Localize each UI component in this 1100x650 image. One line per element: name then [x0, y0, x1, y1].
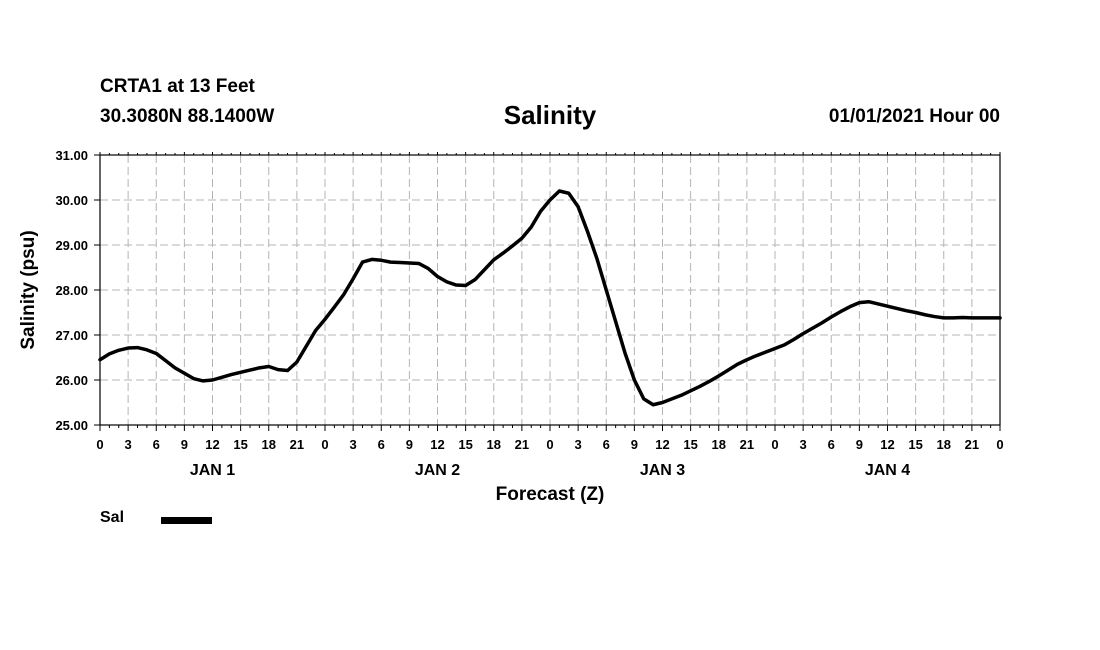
legend-swatch — [161, 517, 212, 524]
station-coordinates: 30.3080N 88.1400W — [100, 106, 275, 127]
legend-label: Sal — [100, 509, 125, 526]
day-label: JAN 1 — [190, 462, 235, 479]
x-tick-label: 6 — [378, 437, 385, 452]
y-tick-label: 30.00 — [55, 193, 88, 208]
x-tick-label: 3 — [350, 437, 357, 452]
x-tick-label: 15 — [908, 437, 922, 452]
day-label: JAN 2 — [415, 462, 460, 479]
x-tick-label: 18 — [487, 437, 501, 452]
x-tick-label: 9 — [406, 437, 413, 452]
x-tick-label: 6 — [153, 437, 160, 452]
x-tick-label: 18 — [712, 437, 726, 452]
forecast-date: 01/01/2021 Hour 00 — [828, 106, 1000, 127]
x-tick-label: 12 — [880, 437, 894, 452]
y-tick-label: 28.00 — [55, 283, 88, 298]
y-axis-title: Salinity (psu) — [18, 230, 39, 349]
station-name: CRTA1 at 13 Feet — [100, 76, 255, 97]
x-tick-label: 12 — [205, 437, 219, 452]
x-tick-label: 15 — [683, 437, 697, 452]
x-tick-label: 21 — [740, 437, 754, 452]
y-tick-label: 29.00 — [55, 238, 88, 253]
x-tick-label: 3 — [125, 437, 132, 452]
x-tick-label: 6 — [828, 437, 835, 452]
x-tick-label: 21 — [290, 437, 304, 452]
x-tick-label: 18 — [262, 437, 276, 452]
x-tick-label: 3 — [800, 437, 807, 452]
chart-title: Salinity — [503, 100, 597, 130]
x-tick-label: 0 — [321, 437, 328, 452]
x-tick-label: 12 — [430, 437, 444, 452]
x-tick-label: 3 — [575, 437, 582, 452]
x-tick-label: 15 — [233, 437, 247, 452]
x-tick-label: 9 — [181, 437, 188, 452]
x-tick-label: 18 — [937, 437, 951, 452]
x-tick-label: 6 — [603, 437, 610, 452]
x-tick-label: 21 — [515, 437, 529, 452]
series-line-sal — [98, 189, 1002, 407]
x-tick-label: 9 — [856, 437, 863, 452]
day-label: JAN 4 — [865, 462, 910, 479]
x-tick-label: 21 — [965, 437, 979, 452]
x-tick-label: 15 — [458, 437, 472, 452]
x-tick-label: 12 — [655, 437, 669, 452]
day-label: JAN 3 — [640, 462, 685, 479]
y-tick-label: 26.00 — [55, 373, 88, 388]
x-tick-label: 9 — [631, 437, 638, 452]
x-tick-label: 0 — [996, 437, 1003, 452]
x-tick-label: 0 — [96, 437, 103, 452]
y-tick-label: 25.00 — [55, 418, 88, 433]
x-tick-label: 0 — [771, 437, 778, 452]
y-tick-label: 27.00 — [55, 328, 88, 343]
y-tick-label: 31.00 — [55, 148, 88, 163]
x-axis-title: Forecast (Z) — [496, 484, 605, 505]
x-tick-label: 0 — [546, 437, 553, 452]
